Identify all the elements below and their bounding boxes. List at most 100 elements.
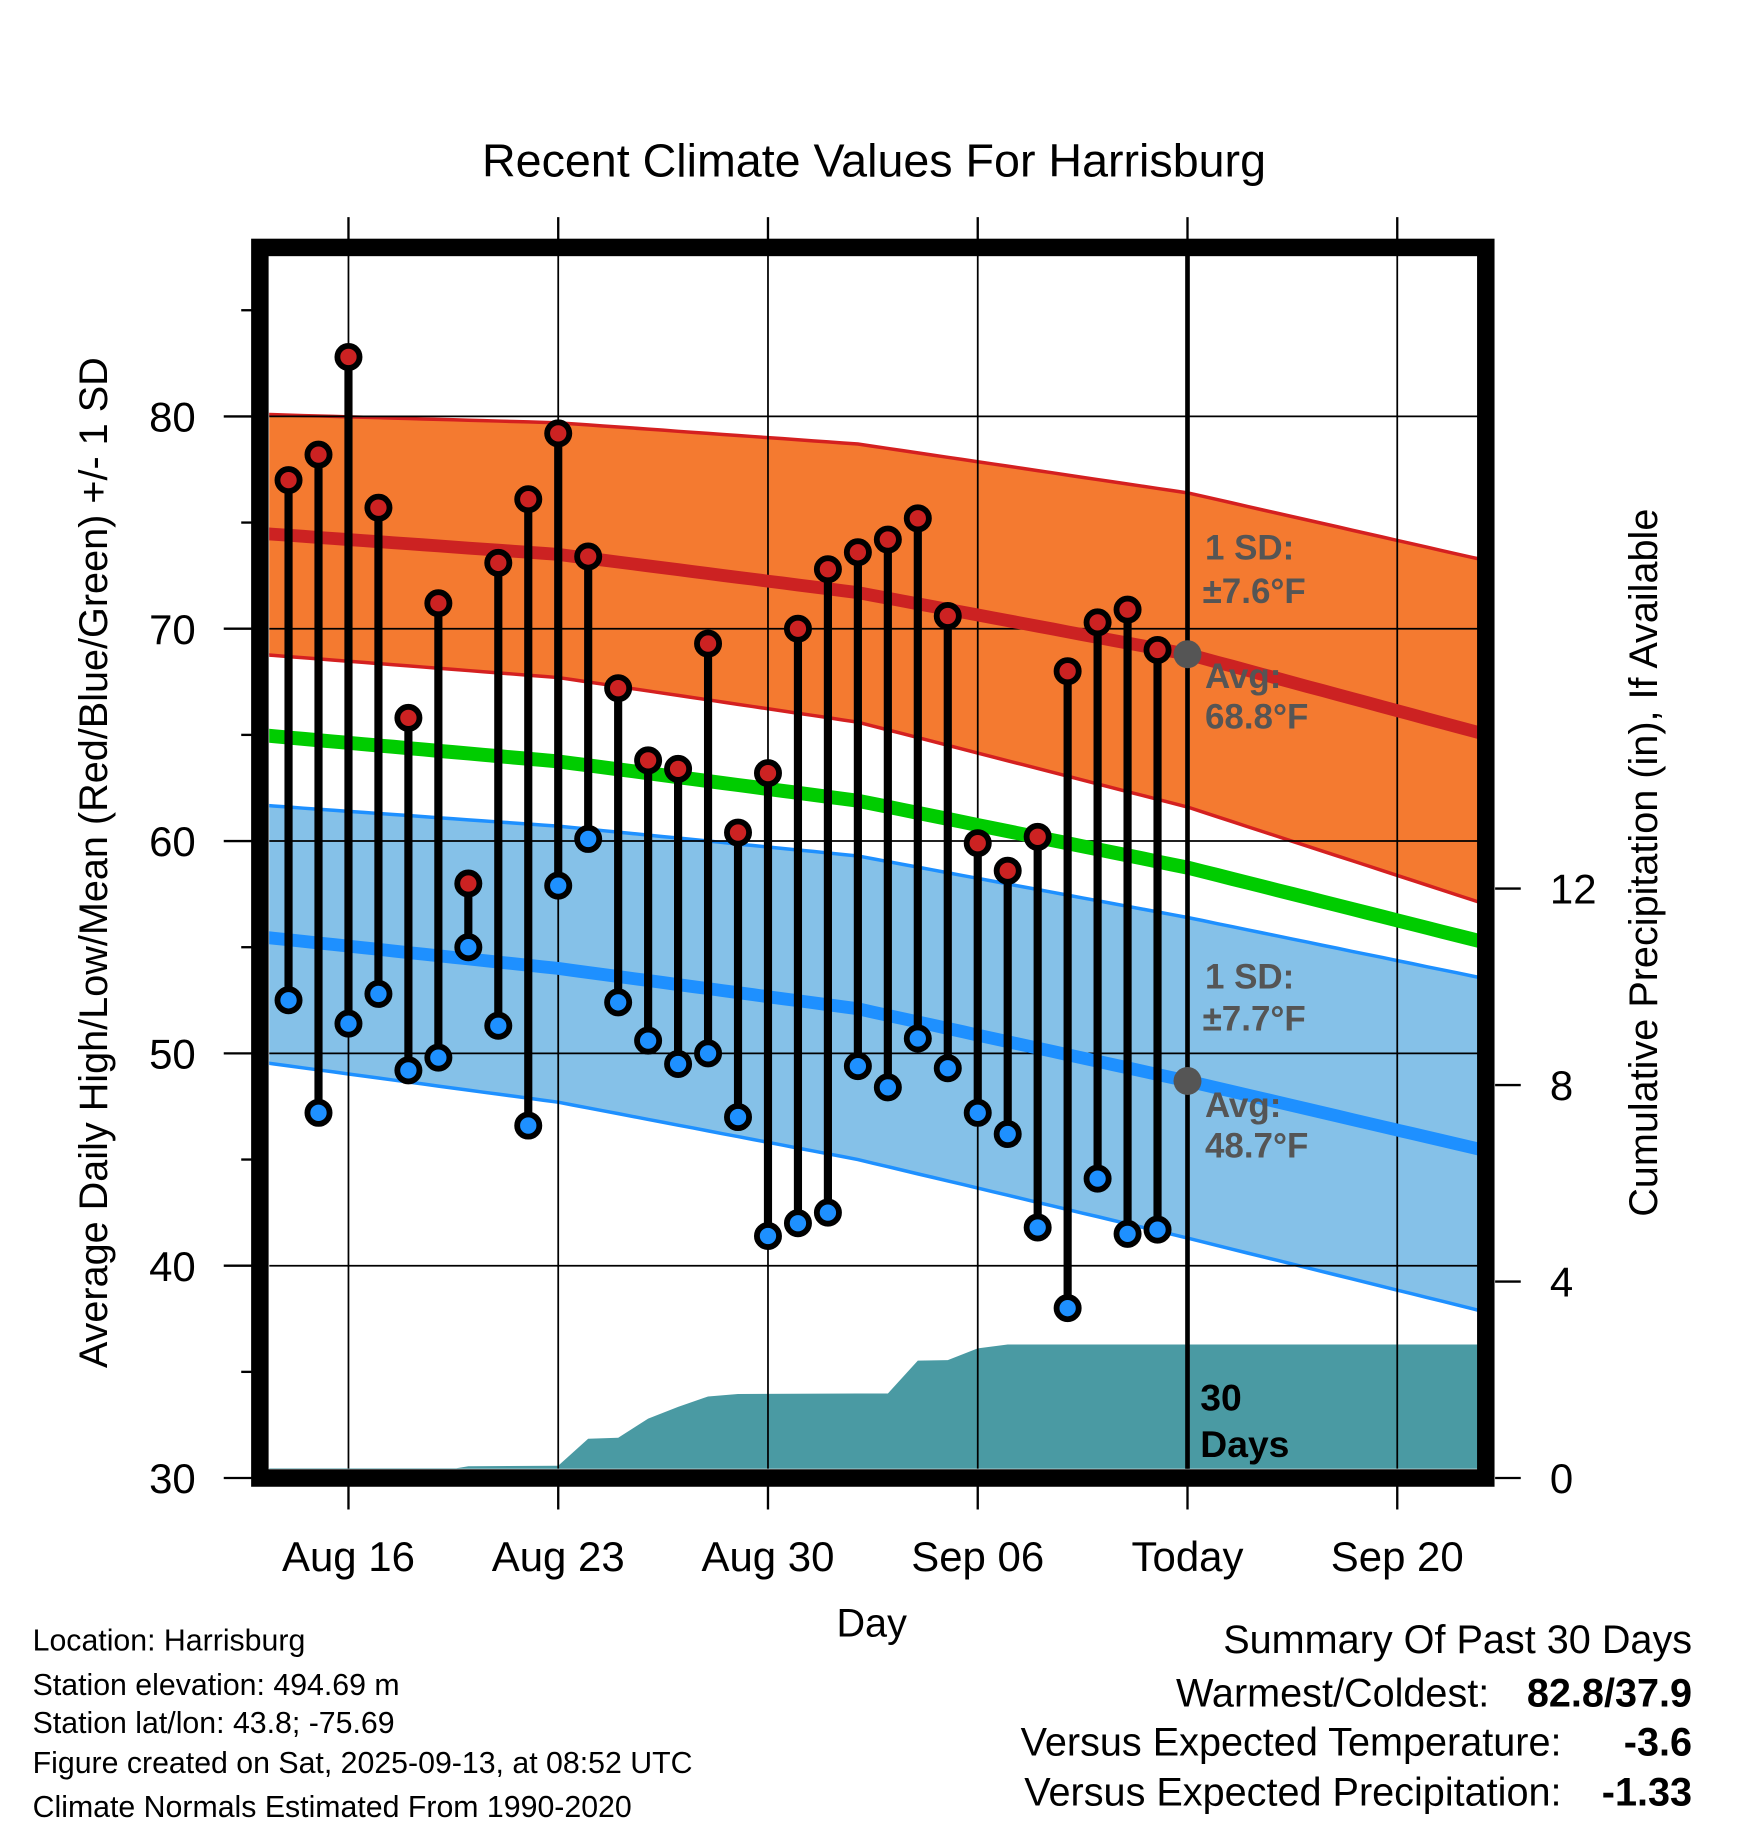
daily-high-point <box>753 759 782 788</box>
daily-high-point <box>903 504 932 533</box>
daily-high-point <box>334 342 363 371</box>
daily-low-point <box>484 1011 513 1040</box>
normal-high-line <box>269 527 1478 739</box>
summary-warm-cold-label: Warmest/Coldest: <box>1176 1671 1489 1715</box>
daily-high-point <box>1113 595 1142 624</box>
daily-high-point <box>424 589 453 618</box>
x-tick-label: Aug 23 <box>492 1533 625 1580</box>
daily-low-point <box>664 1050 693 1078</box>
axes: 30 40 50 60 70 80 0 4 8 12 Aug 16 Aug 23 Aug 30 Sep 0… <box>149 217 1597 1580</box>
daily-low-point <box>1113 1219 1142 1248</box>
daily-high-point <box>1143 635 1172 664</box>
footer-created: Figure created on Sat, 2025-09-13, at 08… <box>33 1747 693 1780</box>
y-tick-label: 50 <box>149 1031 196 1078</box>
daily-high-point <box>783 614 812 643</box>
y2-axis-label: Cumulative Precipitation (in), If Availa… <box>1622 509 1666 1217</box>
daily-low-point <box>753 1221 782 1250</box>
daily-low-point <box>544 871 573 900</box>
y-tick-label: 60 <box>149 818 196 865</box>
y2-tick-label: 4 <box>1550 1259 1573 1306</box>
footer-location: Location: Harrisburg <box>33 1624 306 1657</box>
daily-low-point <box>873 1073 902 1102</box>
daily-high-point <box>993 856 1022 885</box>
high-avg-value: 68.8°F <box>1205 698 1308 737</box>
high-avg-label: Avg: <box>1205 657 1281 696</box>
daily-high-point <box>664 754 693 783</box>
window-count: 30 <box>1200 1376 1241 1418</box>
daily-high-point <box>1083 608 1112 637</box>
daily-low-point <box>813 1198 842 1227</box>
daily-high-point <box>304 440 333 469</box>
daily-low-point <box>694 1039 723 1068</box>
high-sd-value: ±7.6°F <box>1203 572 1306 611</box>
summary-warm-cold-value: 82.8/37.9 <box>1527 1671 1692 1715</box>
footer-latlon: Station lat/lon: 43.8; -75.69 <box>33 1707 395 1740</box>
daily-high-point <box>394 703 423 732</box>
chart-title: Recent Climate Values For Harrisburg <box>482 134 1266 186</box>
daily-low-point <box>1053 1294 1082 1323</box>
daily-high-point <box>454 869 483 898</box>
low-sd-value: ±7.7°F <box>1203 1000 1306 1039</box>
daily-low-point <box>274 986 303 1015</box>
plot-area <box>269 255 1478 1469</box>
daily-low-point <box>304 1098 333 1127</box>
daily-high-point <box>544 419 573 448</box>
x-tick-label: Aug 30 <box>702 1533 835 1580</box>
today-low-avg-marker <box>1173 1066 1202 1095</box>
daily-low-point <box>903 1024 932 1053</box>
daily-low-point <box>1143 1215 1172 1244</box>
x-tick-label: Aug 16 <box>282 1533 415 1580</box>
y2-tick-label: 12 <box>1550 866 1597 913</box>
daily-low-point <box>394 1056 423 1085</box>
y-tick-label: 30 <box>149 1455 196 1502</box>
daily-low-point <box>424 1043 453 1072</box>
daily-high-point <box>933 602 962 630</box>
low-sd-band <box>269 805 1478 1311</box>
x-tick-label: Sep 06 <box>911 1533 1044 1580</box>
daily-low-point <box>514 1111 543 1140</box>
x-tick-label: Sep 20 <box>1331 1533 1464 1580</box>
daily-low-point <box>574 824 603 853</box>
low-sd-upper-edge <box>269 803 1478 979</box>
daily-low-point <box>993 1120 1022 1149</box>
window-unit: Days <box>1200 1423 1289 1465</box>
daily-high-point <box>484 548 513 577</box>
daily-high-point <box>843 538 872 567</box>
daily-high-point <box>574 542 603 571</box>
footer-normals: Climate Normals Estimated From 1990-2020 <box>33 1791 632 1824</box>
y-tick-label: 70 <box>149 606 196 653</box>
high-sd-band <box>269 414 1478 902</box>
daily-low-point <box>454 933 483 962</box>
high-sd-label: 1 SD: <box>1205 529 1294 568</box>
y-tick-label: 80 <box>149 394 196 441</box>
daily-low-point <box>963 1098 992 1127</box>
normal-mean-line <box>269 728 1478 948</box>
daily-high-point <box>694 629 723 658</box>
high-sd-lower-edge <box>269 653 1478 904</box>
daily-low-point <box>604 988 633 1017</box>
daily-low-point <box>933 1054 962 1083</box>
precip-area <box>269 1344 1478 1469</box>
daily-low-point <box>724 1103 753 1132</box>
summary-precip-label: Versus Expected Precipitation: <box>1024 1770 1561 1814</box>
y-tick-label: 40 <box>149 1243 196 1290</box>
daily-low-point <box>334 1009 363 1038</box>
y-axis-label: Average Daily High/Low/Mean (Red/Blue/Gr… <box>72 357 116 1368</box>
summary-temp-label: Versus Expected Temperature: <box>1021 1720 1562 1764</box>
daily-high-point <box>364 493 393 522</box>
y2-tick-label: 8 <box>1550 1062 1573 1109</box>
daily-high-point <box>274 466 303 495</box>
daily-low-point <box>634 1026 663 1055</box>
summary-title: Summary Of Past 30 Days <box>1223 1618 1692 1662</box>
daily-low-point <box>843 1052 872 1081</box>
x-tick-label: Today <box>1132 1533 1244 1580</box>
daily-high-point <box>963 829 992 858</box>
daily-low-point <box>364 979 393 1008</box>
today-high-avg-marker <box>1173 640 1202 669</box>
daily-low-point <box>1023 1213 1052 1242</box>
x-axis-label: Day <box>836 1602 907 1646</box>
low-sd-lower-edge <box>269 1061 1478 1312</box>
daily-high-point <box>1053 657 1082 686</box>
daily-high-point <box>1023 822 1052 851</box>
